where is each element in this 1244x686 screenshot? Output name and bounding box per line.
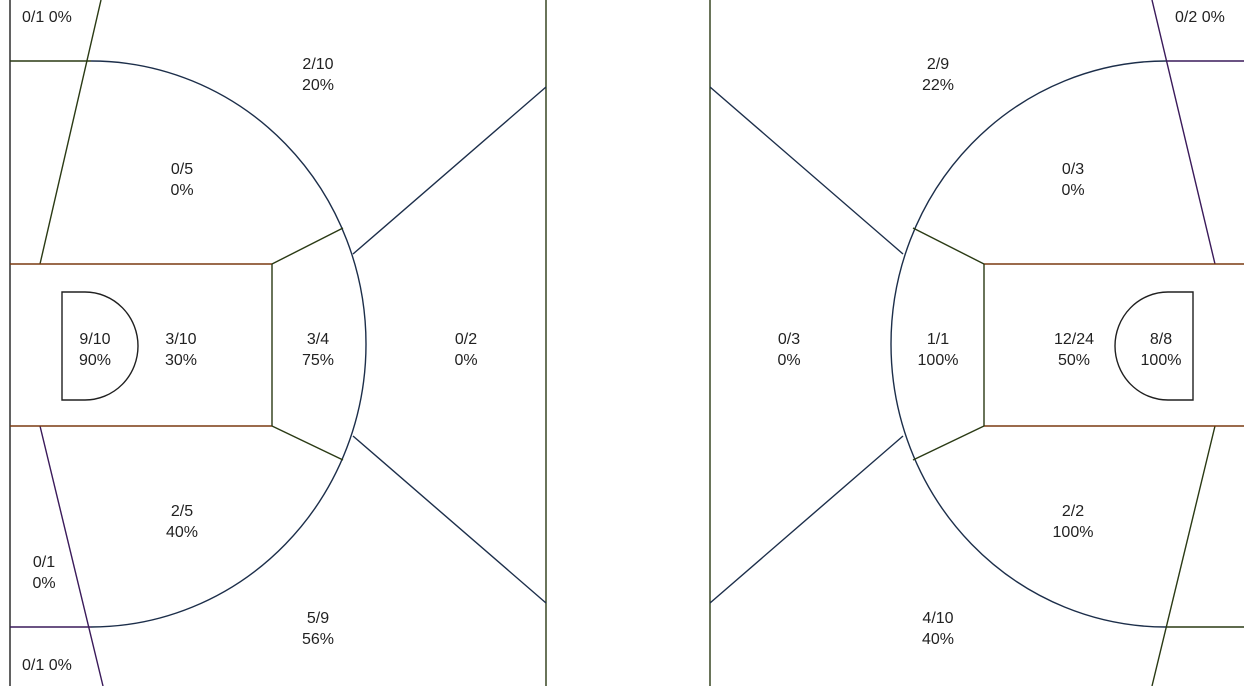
left-upper-diagonal	[39, 0, 102, 265]
left-ft-upper-slant	[271, 227, 344, 265]
right-upper-wing-three-pct: 22%	[922, 77, 954, 94]
right-restricted-area-outline	[1114, 291, 1194, 401]
right-paint-pct: 50%	[1058, 352, 1090, 369]
right-upper-midrange-pct: 0%	[1061, 182, 1084, 199]
right-upper-diagonal	[1151, 0, 1216, 265]
right-ft-upper-slant	[912, 227, 985, 265]
right-top-corner-label: 0/2 0%	[1175, 9, 1225, 26]
left-lower-midrange-attempts: 2/5	[171, 503, 193, 520]
right-lower-wing-three-attempts: 4/10	[922, 610, 953, 627]
left-key-upper-divider	[352, 86, 547, 255]
right-upper-wing-three-attempts: 2/9	[927, 56, 949, 73]
right-upper-midrange-attempts: 0/3	[1062, 161, 1084, 178]
left-lower-wing-three-pct: 56%	[302, 631, 334, 648]
left-lower-baseline-pct: 0%	[32, 575, 55, 592]
left-half-court: 0/1 0% 2/10 20% 0/5 0% 9/10 90% 3/10 30%…	[9, 0, 547, 686]
left-upper-wing-three-attempts: 2/10	[302, 56, 333, 73]
left-upper-midrange-attempts: 0/5	[171, 161, 193, 178]
left-three-point-arc	[90, 60, 367, 628]
right-lower-midrange-attempts: 2/2	[1062, 503, 1084, 520]
left-restricted-area-attempts: 9/10	[79, 331, 110, 348]
left-free-throw-pct: 75%	[302, 352, 334, 369]
right-three-point-arc	[890, 60, 1167, 628]
left-top-key-three-attempts: 0/2	[455, 331, 477, 348]
right-half-court: 0/2 0% 2/9 22% 0/3 0% 0/3 0% 1/1 100% 12…	[709, 0, 1244, 686]
left-key-lower-divider	[352, 435, 547, 604]
right-key-lower-divider	[709, 435, 904, 604]
right-ft-lower-slant	[912, 425, 985, 461]
right-restricted-area-pct: 100%	[1141, 352, 1182, 369]
left-upper-wing-three-pct: 20%	[302, 77, 334, 94]
left-restricted-area-pct: 90%	[79, 352, 111, 369]
left-ft-lower-slant	[271, 425, 344, 461]
right-free-throw-pct: 100%	[918, 352, 959, 369]
left-bottom-corner-label: 0/1 0%	[22, 657, 72, 674]
right-top-key-three-attempts: 0/3	[778, 331, 800, 348]
right-lower-wing-three-pct: 40%	[922, 631, 954, 648]
left-upper-midrange-pct: 0%	[170, 182, 193, 199]
right-free-throw-attempts: 1/1	[927, 331, 949, 348]
left-lower-midrange-pct: 40%	[166, 524, 198, 541]
left-top-key-three-pct: 0%	[454, 352, 477, 369]
left-lower-baseline-attempts: 0/1	[33, 554, 55, 571]
left-paint-attempts: 3/10	[165, 331, 196, 348]
right-lower-midrange-pct: 100%	[1053, 524, 1094, 541]
left-restricted-area-outline	[61, 291, 139, 401]
left-lower-wing-three-attempts: 5/9	[307, 610, 329, 627]
left-top-corner-label: 0/1 0%	[22, 9, 72, 26]
left-paint-pct: 30%	[165, 352, 197, 369]
right-top-key-three-pct: 0%	[777, 352, 800, 369]
right-lower-diagonal	[1151, 425, 1216, 686]
right-key-upper-divider	[709, 86, 904, 255]
left-free-throw-attempts: 3/4	[307, 331, 329, 348]
left-lower-diagonal	[39, 425, 104, 686]
right-restricted-area-attempts: 8/8	[1150, 331, 1172, 348]
right-paint-attempts: 12/24	[1054, 331, 1094, 348]
